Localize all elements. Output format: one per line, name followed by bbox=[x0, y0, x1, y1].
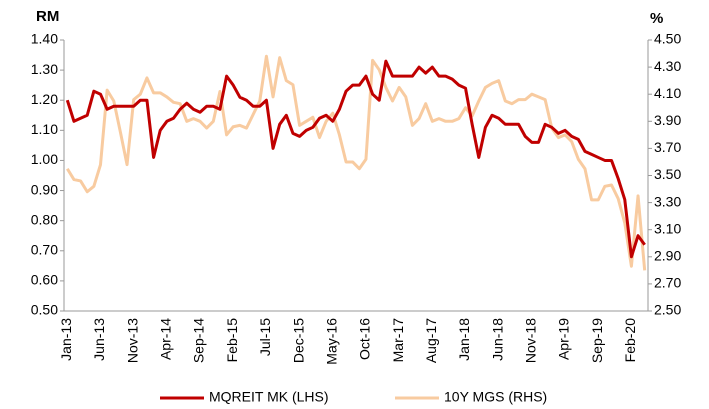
legend-label: MQREIT MK (LHS) bbox=[209, 389, 329, 405]
y-tick-label: 0.80 bbox=[31, 211, 58, 227]
y-tick-label: 0.60 bbox=[31, 272, 58, 288]
x-tick-label: Jun-18 bbox=[489, 318, 505, 361]
x-tick-label: Jul-15 bbox=[257, 318, 273, 356]
y2-tick-label: 4.30 bbox=[654, 58, 681, 74]
y2-axis-title: % bbox=[650, 10, 663, 27]
y2-tick-label: 4.10 bbox=[654, 85, 681, 101]
x-tick-label: Jan-13 bbox=[58, 318, 74, 361]
x-tick-label: Dec-15 bbox=[290, 318, 306, 363]
x-tick-label: Sep-14 bbox=[191, 318, 207, 363]
y2-tick-label: 3.70 bbox=[654, 139, 681, 155]
line-series bbox=[65, 59, 646, 259]
y-axis-title: RM bbox=[36, 8, 59, 25]
y-tick-label: 1.00 bbox=[31, 151, 58, 167]
y2-tick-label: 2.50 bbox=[654, 302, 681, 318]
x-tick-label: Jan-18 bbox=[456, 318, 472, 361]
line-series bbox=[66, 54, 647, 271]
x-tick-label: Nov-13 bbox=[124, 318, 140, 363]
y-tick-label: 1.30 bbox=[31, 61, 58, 77]
y-tick-label: 1.20 bbox=[31, 91, 58, 107]
y-tick-label: 0.70 bbox=[31, 241, 58, 257]
x-tick-label: Apr-19 bbox=[556, 318, 572, 360]
y2-tick-label: 4.50 bbox=[654, 31, 681, 47]
x-tick-label: May-16 bbox=[323, 318, 339, 365]
y-tick-label: 0.50 bbox=[31, 302, 58, 318]
x-tick-label: Feb-20 bbox=[622, 318, 638, 363]
x-tick-label: Feb-15 bbox=[224, 318, 240, 363]
y-tick-label: 1.10 bbox=[31, 121, 58, 137]
y2-tick-label: 2.70 bbox=[654, 275, 681, 291]
y2-tick-label: 3.10 bbox=[654, 220, 681, 236]
y-tick-label: 0.90 bbox=[31, 181, 58, 197]
x-tick-label: Sep-19 bbox=[589, 318, 605, 363]
x-tick-label: Oct-16 bbox=[357, 318, 373, 360]
x-tick-label: Jun-13 bbox=[91, 318, 107, 361]
y2-tick-label: 3.30 bbox=[654, 193, 681, 209]
y2-tick-label: 2.90 bbox=[654, 248, 681, 264]
x-tick-label: Nov-18 bbox=[523, 318, 539, 363]
x-tick-label: Aug-17 bbox=[423, 318, 439, 363]
legend-label: 10Y MGS (RHS) bbox=[444, 389, 547, 405]
y2-tick-label: 3.90 bbox=[654, 112, 681, 128]
x-tick-label: Apr-14 bbox=[158, 318, 174, 360]
y-tick-label: 1.40 bbox=[31, 31, 58, 47]
x-tick-label: Mar-17 bbox=[390, 318, 406, 363]
y2-tick-label: 3.50 bbox=[654, 166, 681, 182]
